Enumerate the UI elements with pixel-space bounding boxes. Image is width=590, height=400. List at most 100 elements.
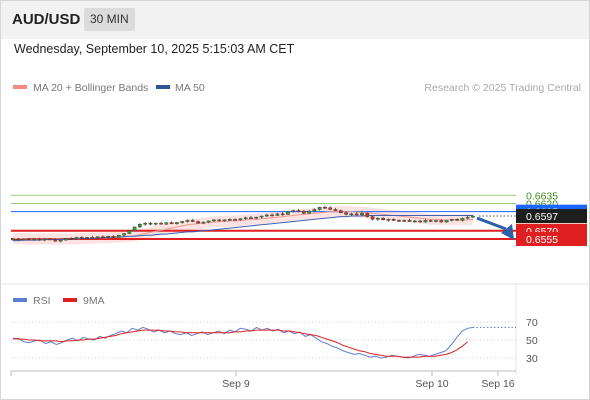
candle-body bbox=[48, 238, 52, 241]
candle-body bbox=[460, 218, 465, 221]
candle-body bbox=[111, 236, 116, 238]
candle-body bbox=[397, 220, 401, 222]
candle-body bbox=[428, 220, 433, 222]
rsi-tick-label: 50 bbox=[526, 335, 538, 347]
ma50-line bbox=[13, 215, 473, 242]
candle-body bbox=[349, 213, 354, 216]
candle-body bbox=[249, 217, 253, 219]
candle-body bbox=[301, 210, 306, 214]
candle-body bbox=[333, 209, 338, 211]
candle-body bbox=[444, 220, 449, 223]
rsi-ma-line bbox=[12, 329, 468, 358]
candle-body bbox=[264, 214, 269, 217]
candle-body bbox=[132, 226, 137, 231]
candle-body bbox=[328, 207, 333, 210]
candle-body bbox=[407, 220, 412, 222]
candle-body bbox=[169, 222, 174, 224]
candle-body bbox=[391, 219, 396, 221]
candle-body bbox=[27, 238, 31, 241]
candle-body bbox=[450, 219, 454, 221]
candle-body bbox=[196, 221, 200, 224]
candle-body bbox=[370, 216, 375, 220]
candle-body bbox=[381, 218, 385, 221]
candle-body bbox=[90, 237, 95, 239]
candle-body bbox=[270, 214, 274, 217]
candle-body bbox=[338, 210, 343, 213]
forecast-arrow-shaft bbox=[476, 216, 507, 231]
candle-body bbox=[465, 216, 470, 219]
copyright-text: Research © 2025 Trading Central bbox=[424, 82, 581, 94]
chart-header: AUD/USD 30 MIN bbox=[1, 1, 589, 39]
candle-body bbox=[259, 215, 264, 218]
candle-body bbox=[402, 220, 407, 222]
candle-body bbox=[122, 233, 126, 236]
candle-body bbox=[280, 213, 285, 216]
candle-body bbox=[106, 236, 111, 238]
x-axis-label: Sep 16 bbox=[481, 378, 514, 390]
x-axis-label: Sep 9 bbox=[222, 378, 250, 390]
candle-body bbox=[386, 219, 391, 221]
candle-body bbox=[227, 219, 232, 221]
candle-body bbox=[85, 237, 89, 239]
candle-body bbox=[148, 222, 153, 225]
pair-title: AUD/USD bbox=[12, 11, 81, 28]
ma50-legend-label: MA 50 bbox=[175, 82, 205, 94]
candle-body bbox=[455, 219, 459, 221]
candle-body bbox=[11, 238, 15, 241]
candle-body bbox=[296, 210, 301, 212]
candle-body bbox=[201, 221, 206, 224]
rsi-legend-swatch bbox=[13, 298, 27, 302]
candle-body bbox=[423, 220, 428, 223]
candle-body bbox=[243, 217, 248, 219]
candle-body bbox=[344, 212, 348, 215]
candle-body bbox=[254, 216, 259, 219]
candle-body bbox=[360, 213, 364, 216]
candle-body bbox=[101, 236, 105, 239]
candle-body bbox=[42, 238, 47, 241]
candle-body bbox=[32, 238, 36, 241]
rsi-ma-legend-label: 9MA bbox=[83, 295, 105, 307]
target-level-label: 0.6635 bbox=[526, 190, 558, 202]
candle-body bbox=[95, 236, 100, 239]
candle-body bbox=[116, 234, 121, 238]
candle-body bbox=[434, 220, 438, 222]
x-axis-label: Sep 10 bbox=[415, 378, 448, 390]
candle-body bbox=[159, 222, 163, 225]
ma50-legend-swatch bbox=[156, 85, 170, 89]
candle-body bbox=[164, 222, 169, 225]
candle-body bbox=[275, 213, 280, 216]
candle-body bbox=[238, 218, 243, 221]
candle-body bbox=[286, 211, 290, 215]
candle-body bbox=[291, 210, 296, 212]
candle-body bbox=[127, 230, 132, 234]
rsi-tick-label: 30 bbox=[526, 353, 538, 365]
candle-body bbox=[74, 237, 79, 240]
rsi-legend-label: RSI bbox=[33, 295, 51, 307]
rsi-line bbox=[12, 326, 474, 359]
timeframe-button[interactable]: 30 MIN bbox=[84, 8, 135, 31]
candle-body bbox=[21, 238, 26, 241]
candle-body bbox=[180, 221, 185, 223]
candle-body bbox=[317, 207, 322, 210]
candle-body bbox=[312, 209, 317, 212]
candle-body bbox=[16, 238, 21, 241]
bollinger-legend-swatch bbox=[13, 85, 27, 89]
candle-body bbox=[323, 207, 327, 209]
rsi-tick-label: 70 bbox=[526, 317, 538, 329]
candle-body bbox=[153, 222, 158, 225]
candle-body bbox=[418, 220, 422, 223]
candle-body bbox=[439, 220, 444, 223]
candle-body bbox=[69, 238, 73, 240]
candle-body bbox=[413, 220, 417, 223]
candle-body bbox=[138, 224, 142, 228]
candle-body bbox=[53, 239, 58, 242]
candle-body bbox=[233, 219, 237, 221]
candle-body bbox=[212, 219, 216, 222]
candle-body bbox=[185, 220, 190, 222]
candle-body bbox=[175, 222, 179, 224]
candle-body bbox=[471, 215, 475, 218]
last-price-label: 0.6597 bbox=[526, 211, 558, 223]
candle-body bbox=[79, 237, 84, 239]
candle-body bbox=[365, 213, 370, 217]
